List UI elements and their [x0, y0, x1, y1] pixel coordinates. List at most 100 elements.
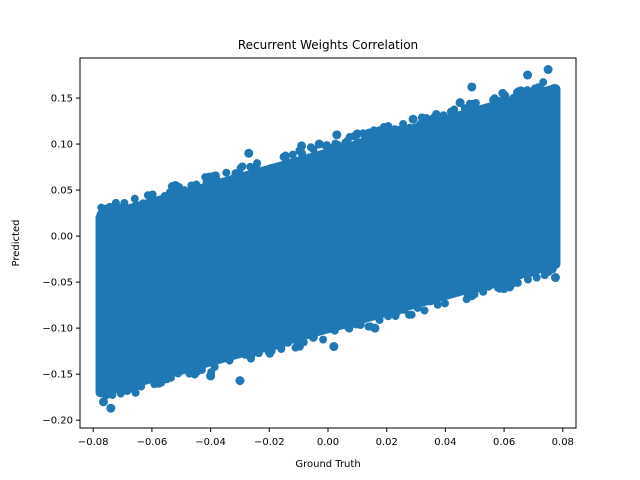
- outlier-point: [470, 257, 480, 267]
- outlier-point: [223, 314, 233, 324]
- data-point: [440, 299, 449, 308]
- data-point: [180, 186, 189, 195]
- data-point: [264, 345, 273, 354]
- y-tick-label: 0.00: [51, 232, 73, 243]
- outlier-point: [487, 101, 497, 111]
- outlier-point: [502, 98, 512, 108]
- data-point: [314, 151, 323, 160]
- outlier-point: [206, 371, 216, 381]
- data-point: [101, 204, 110, 213]
- x-tick-label: −0.06: [137, 437, 168, 448]
- outlier-point: [329, 342, 339, 352]
- outlier-point: [314, 139, 324, 149]
- outlier-point: [523, 70, 533, 80]
- data-point: [420, 306, 429, 315]
- outlier-point: [247, 349, 257, 359]
- outlier-point: [476, 273, 486, 283]
- outlier-point: [539, 250, 549, 260]
- data-point: [537, 85, 546, 94]
- outlier-point: [423, 286, 433, 296]
- outlier-point: [420, 255, 430, 265]
- outlier-point: [297, 141, 307, 151]
- y-tick-label: 0.15: [51, 94, 73, 105]
- data-point: [225, 356, 234, 365]
- outlier-point: [370, 323, 380, 333]
- data-point: [150, 376, 159, 385]
- data-point: [281, 151, 290, 160]
- data-point: [467, 292, 476, 301]
- y-axis-ticks: −0.20 −0.15 −0.10 −0.05 0.00 0.05 0.10 0.15: [42, 94, 80, 427]
- data-point: [131, 201, 140, 210]
- data-point: [471, 99, 480, 108]
- data-point: [111, 198, 120, 207]
- x-tick-label: −0.08: [78, 437, 109, 448]
- outlier-point: [258, 167, 268, 177]
- data-point: [413, 303, 422, 312]
- data-point: [254, 345, 263, 354]
- outlier-point: [352, 129, 362, 139]
- data-point: [294, 341, 303, 350]
- outlier-point: [129, 384, 139, 394]
- data-point: [513, 278, 522, 287]
- outlier-point: [514, 87, 524, 97]
- outlier-point: [109, 222, 119, 232]
- data-point: [222, 168, 231, 177]
- outlier-point: [543, 65, 553, 75]
- data-point: [137, 382, 146, 391]
- data-point: [298, 149, 307, 158]
- outlier-point: [411, 279, 421, 289]
- data-point: [315, 327, 324, 336]
- outlier-point: [505, 229, 515, 239]
- data-point: [433, 300, 442, 309]
- outlier-point: [376, 268, 386, 278]
- y-tick-label: 0.05: [51, 186, 73, 197]
- outlier-point: [432, 277, 442, 287]
- y-axis-label: Predicted: [11, 220, 22, 267]
- data-point: [192, 368, 201, 377]
- outlier-point: [446, 269, 456, 279]
- outlier-point: [235, 376, 245, 386]
- outlier-point: [364, 128, 374, 138]
- data-point: [174, 369, 183, 378]
- data-point: [345, 133, 354, 142]
- data-point: [116, 389, 125, 398]
- data-point: [539, 78, 548, 87]
- outlier-point: [253, 334, 263, 344]
- outlier-point: [382, 300, 392, 310]
- outlier-point: [194, 324, 204, 334]
- outlier-point: [241, 307, 251, 317]
- outlier-point: [123, 208, 133, 218]
- data-point: [405, 310, 414, 319]
- outlier-point: [147, 363, 157, 373]
- outlier-point: [308, 332, 318, 342]
- outlier-point: [170, 180, 180, 190]
- data-point: [148, 190, 157, 199]
- outlier-point: [270, 169, 280, 179]
- chart-title: Recurrent Weights Correlation: [238, 38, 418, 52]
- x-tick-label: 0.00: [317, 437, 339, 448]
- data-point: [240, 348, 249, 357]
- outlier-point: [141, 337, 151, 347]
- data-point: [418, 122, 427, 131]
- outlier-point: [118, 378, 128, 388]
- data-point: [345, 324, 354, 333]
- data-point: [446, 107, 455, 116]
- x-tick-label: 0.08: [552, 437, 574, 448]
- outlier-point: [341, 307, 351, 317]
- outlier-point: [191, 190, 201, 200]
- outlier-point: [332, 130, 342, 140]
- data-point: [353, 137, 362, 146]
- data-points: [95, 65, 561, 413]
- data-point: [461, 285, 470, 294]
- data-point: [479, 287, 488, 296]
- data-point: [549, 84, 558, 93]
- data-point: [394, 307, 403, 316]
- outlier-point: [467, 82, 477, 92]
- data-point: [325, 143, 334, 152]
- outlier-point: [455, 98, 465, 108]
- data-point: [544, 267, 553, 276]
- outlier-point: [244, 148, 254, 158]
- data-point: [330, 326, 339, 335]
- x-tick-label: −0.02: [254, 437, 285, 448]
